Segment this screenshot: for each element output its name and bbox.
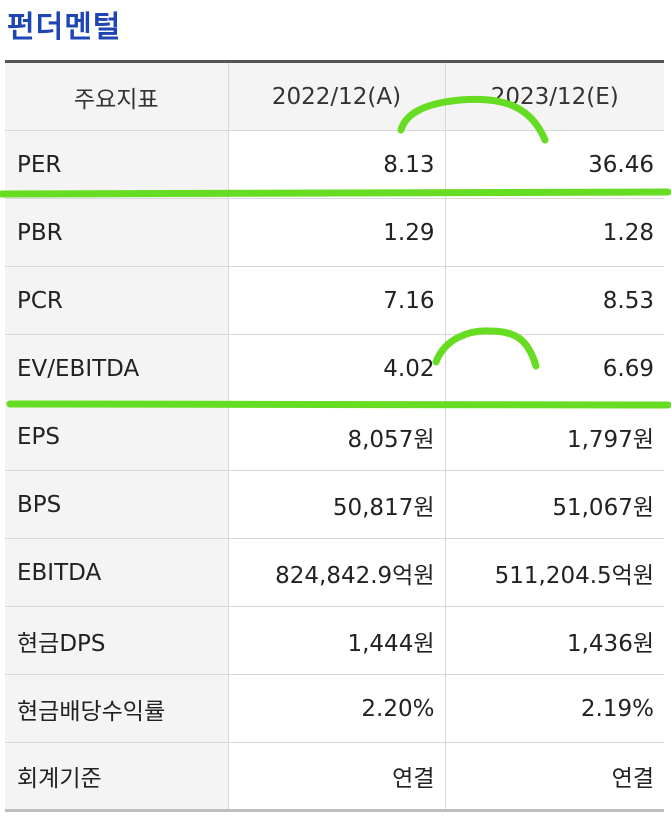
table-row: BPS 50,817원 51,067원 [5, 470, 664, 539]
table-row: EBITDA 824,842.9억원 511,204.5억원 [5, 538, 664, 607]
row-label: EBITDA [5, 538, 229, 607]
value-2023: 8.53 [445, 266, 664, 335]
row-label: EPS [5, 402, 229, 471]
table-row: PER 8.13 36.46 [5, 130, 664, 199]
row-label: PER [5, 130, 229, 199]
row-label: BPS [5, 470, 229, 539]
table-row: EPS 8,057원 1,797원 [5, 402, 664, 471]
value-2023: 51,067원 [445, 470, 664, 539]
value-2022: 4.02 [228, 334, 446, 403]
row-label: EV/EBITDA [5, 334, 229, 403]
value-2022: 50,817원 [228, 470, 446, 539]
row-label: 회계기준 [5, 742, 229, 811]
row-label: 현금DPS [5, 606, 229, 675]
value-2022: 연결 [228, 742, 446, 811]
table-row: EV/EBITDA 4.02 6.69 [5, 334, 664, 403]
value-2022: 7.16 [228, 266, 446, 335]
value-2023: 6.69 [445, 334, 664, 403]
page-title: 펀더멘털 [7, 10, 122, 45]
value-2022: 824,842.9억원 [228, 538, 446, 607]
table-row: PCR 7.16 8.53 [5, 266, 664, 335]
value-2022: 1.29 [228, 198, 446, 267]
table-header-row: 주요지표 2022/12(A) 2023/12(E) [5, 61, 664, 131]
header-2022: 2022/12(A) [228, 61, 446, 131]
value-2022: 2.20% [228, 674, 446, 743]
header-2023: 2023/12(E) [445, 61, 664, 131]
row-label: PCR [5, 266, 229, 335]
value-2023: 1,797원 [445, 402, 664, 471]
value-2023: 1.28 [445, 198, 664, 267]
table-row: PBR 1.29 1.28 [5, 198, 664, 267]
header-indicator: 주요지표 [5, 61, 229, 131]
table-row: 현금배당수익률 2.20% 2.19% [5, 674, 664, 743]
value-2023: 연결 [445, 742, 664, 811]
value-2022: 1,444원 [228, 606, 446, 675]
value-2023: 511,204.5억원 [445, 538, 664, 607]
value-2023: 36.46 [445, 130, 664, 199]
row-label: 현금배당수익률 [5, 674, 229, 743]
fundamentals-table: 주요지표 2022/12(A) 2023/12(E) PER 8.13 36.4… [5, 60, 664, 812]
value-2023: 1,436원 [445, 606, 664, 675]
table-row: 회계기준 연결 연결 [5, 742, 664, 811]
value-2022: 8.13 [228, 130, 446, 199]
value-2023: 2.19% [445, 674, 664, 743]
row-label: PBR [5, 198, 229, 267]
value-2022: 8,057원 [228, 402, 446, 471]
table-row: 현금DPS 1,444원 1,436원 [5, 606, 664, 675]
